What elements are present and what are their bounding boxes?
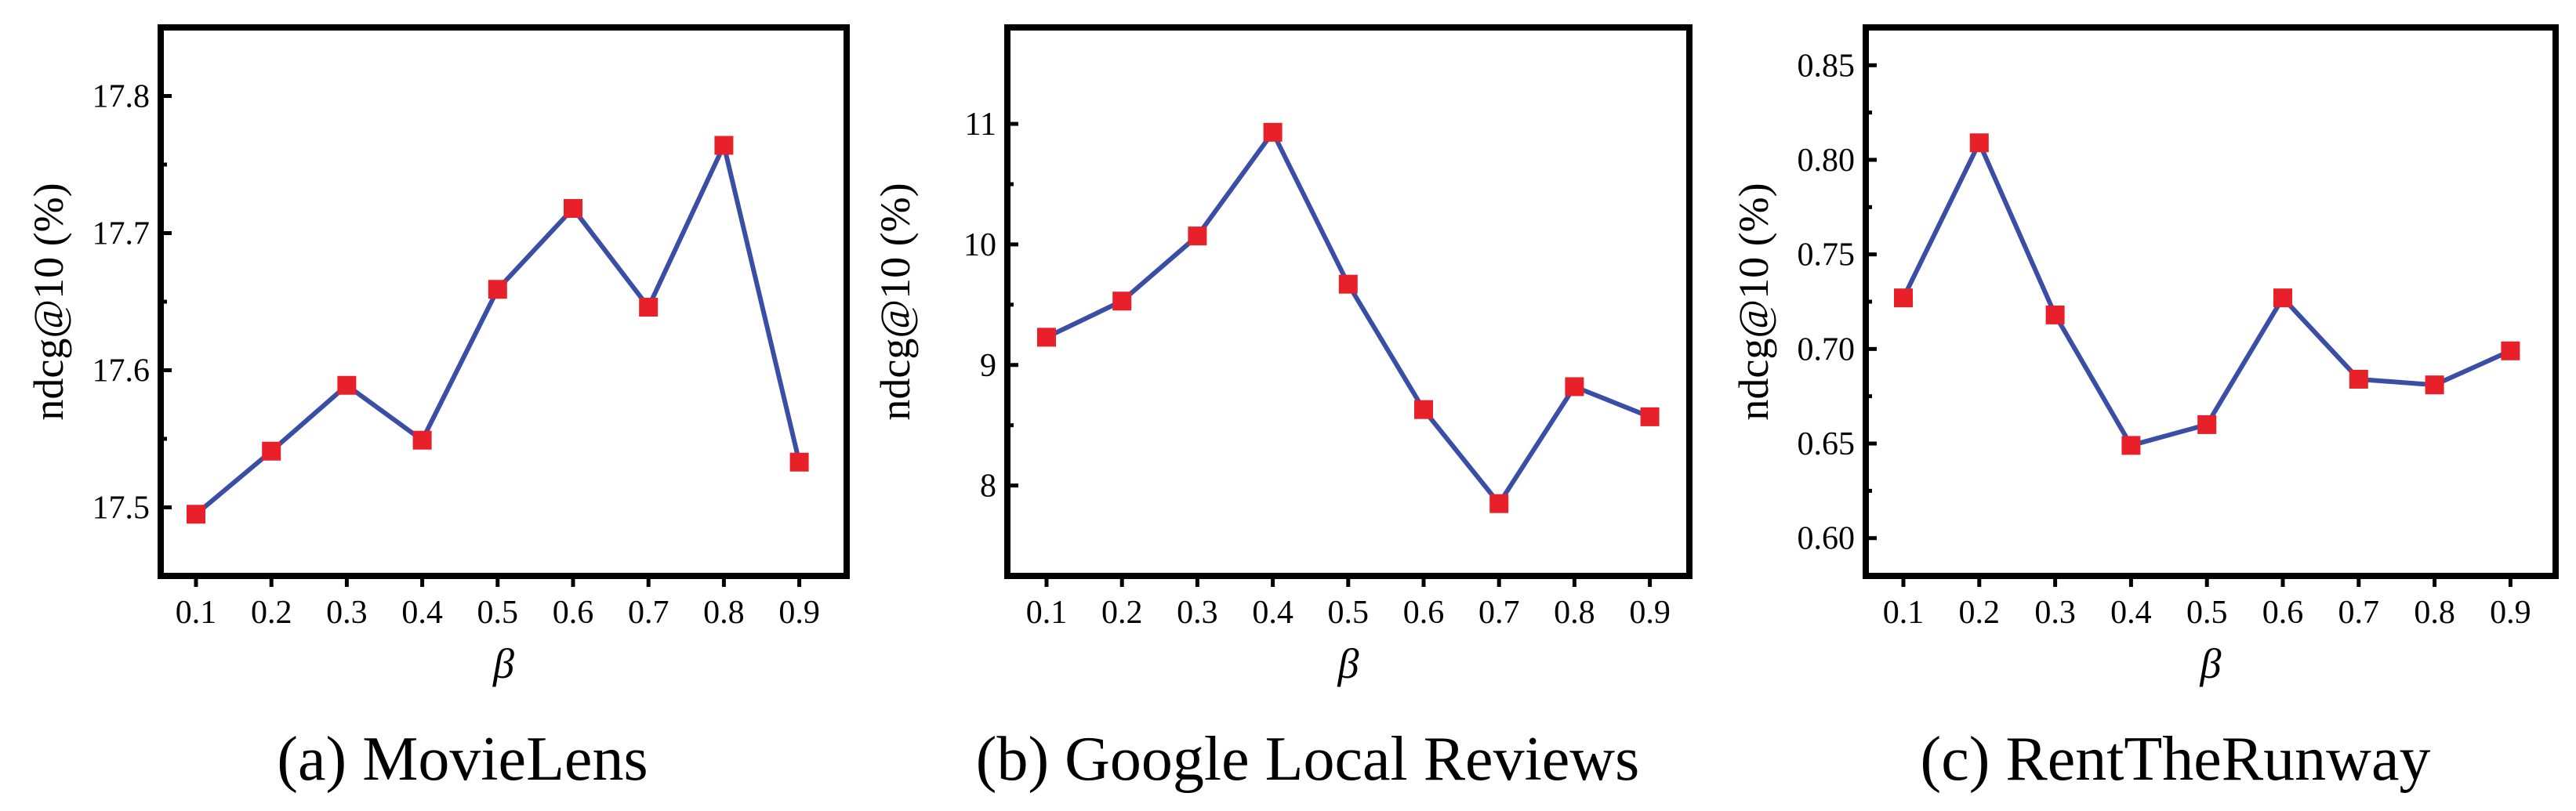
x-tick-label: 0.4	[2110, 595, 2152, 631]
data-point-marker	[488, 280, 507, 299]
x-tick-label: 0.2	[251, 595, 292, 631]
y-tick-label: 0.70	[1798, 331, 1856, 367]
data-point-marker	[1414, 400, 1433, 419]
x-tick-label: 0.3	[1177, 595, 1218, 631]
data-point-marker	[1969, 133, 1989, 153]
y-tick-label: 0.60	[1798, 521, 1856, 557]
x-tick-label: 0.1	[1883, 595, 1925, 631]
data-point-marker	[187, 505, 205, 524]
data-point-marker	[337, 375, 357, 395]
data-point-marker	[1894, 288, 1913, 308]
x-tick-label: 0.8	[703, 595, 745, 631]
y-tick-label: 8	[980, 469, 996, 505]
data-point-marker	[2273, 288, 2292, 308]
plot-frame	[1004, 24, 1693, 579]
data-point-marker	[412, 430, 432, 450]
data-point-marker	[2197, 415, 2217, 434]
x-tick-label: 0.4	[401, 595, 443, 631]
data-point-marker	[1037, 328, 1056, 347]
data-point-marker	[2425, 375, 2444, 395]
data-point-marker	[262, 441, 281, 461]
x-tick-label: 0.9	[778, 595, 820, 631]
plot-frame	[158, 24, 850, 579]
y-tick-label: 10	[963, 227, 996, 263]
x-tick-label: 0.5	[1328, 595, 1370, 631]
series-line	[194, 143, 802, 516]
x-tick-label: 0.4	[1252, 595, 1293, 631]
x-tick-label: 0.3	[2034, 595, 2076, 631]
data-point-marker	[639, 298, 659, 317]
x-tick-label: 0.3	[326, 595, 368, 631]
data-point-marker	[2501, 341, 2520, 360]
y-tick-label: 17.8	[93, 79, 151, 115]
data-point-marker	[1188, 226, 1207, 246]
x-tick-label: 0.9	[1629, 595, 1671, 631]
y-tick-label: 9	[980, 348, 996, 384]
x-tick-label: 0.2	[1959, 595, 2001, 631]
x-axis-label: β	[1337, 640, 1359, 687]
y-tick-label: 0.65	[1798, 426, 1856, 462]
x-tick-label: 0.6	[1403, 595, 1445, 631]
y-axis-label: ndcg@10 (%)	[25, 183, 72, 420]
series-line	[1901, 140, 2512, 448]
data-point-marker	[1489, 494, 1509, 513]
data-point-marker	[1565, 377, 1584, 396]
x-tick-label: 0.1	[1026, 595, 1068, 631]
y-tick-label: 0.80	[1798, 143, 1856, 179]
x-axis-label: β	[2200, 640, 2222, 687]
y-tick-label: 17.6	[93, 353, 151, 389]
subfigure-caption: (c) RentTheRunway	[1921, 725, 2431, 794]
x-axis-label: β	[492, 640, 514, 687]
x-tick-label: 0.2	[1101, 595, 1143, 631]
y-axis-label: ndcg@10 (%)	[872, 183, 919, 420]
data-point-marker	[2349, 369, 2368, 389]
data-point-marker	[1338, 274, 1358, 294]
data-point-marker	[789, 452, 809, 472]
y-tick-label: 11	[965, 107, 996, 143]
y-tick-label: 17.5	[93, 491, 151, 527]
plot-frame	[1863, 24, 2559, 579]
x-tick-label: 0.8	[2414, 595, 2455, 631]
data-point-marker	[714, 136, 734, 155]
subfigure-caption: (a) MovieLens	[277, 725, 648, 794]
x-tick-label: 0.7	[1478, 595, 1520, 631]
x-tick-label: 0.1	[176, 595, 217, 631]
y-tick-label: 0.85	[1798, 48, 1856, 84]
x-tick-label: 0.6	[553, 595, 594, 631]
data-point-marker	[1263, 122, 1283, 142]
x-tick-label: 0.5	[477, 595, 519, 631]
data-point-marker	[2121, 436, 2141, 455]
x-tick-label: 0.5	[2186, 595, 2228, 631]
x-tick-label: 0.7	[628, 595, 669, 631]
x-tick-label: 0.7	[2338, 595, 2380, 631]
chart-panel-2: 8 9 10 11 0.1 0.2 0.3 0.4 0.5 0.6 0.7 0.8 0.9 β ndcg@1…	[872, 24, 1693, 794]
series-line	[1045, 129, 1651, 506]
data-point-marker	[564, 199, 582, 218]
data-point-marker	[1112, 291, 1132, 311]
y-tick-label: 17.7	[93, 216, 151, 252]
y-tick-label: 0.75	[1798, 237, 1856, 273]
data-point-marker	[1640, 407, 1660, 426]
chart-panel-3: 0.60 0.65 0.70 0.75 0.80 0.85 0.1 0.2 0.3 0.4 0.5 0…	[1730, 24, 2559, 794]
chart-panel-1: 17.5 17.6 17.7 17.8 0.1 0.2 0.3 0.4 0.5 0.6 0.7 0.8…	[25, 24, 850, 794]
x-tick-label: 0.9	[2490, 595, 2531, 631]
x-tick-label: 0.8	[1554, 595, 1595, 631]
subfigure-caption: (b) Google Local Reviews	[976, 725, 1639, 794]
y-axis-label: ndcg@10 (%)	[1730, 183, 1777, 420]
x-tick-label: 0.6	[2262, 595, 2304, 631]
data-point-marker	[2045, 305, 2065, 324]
